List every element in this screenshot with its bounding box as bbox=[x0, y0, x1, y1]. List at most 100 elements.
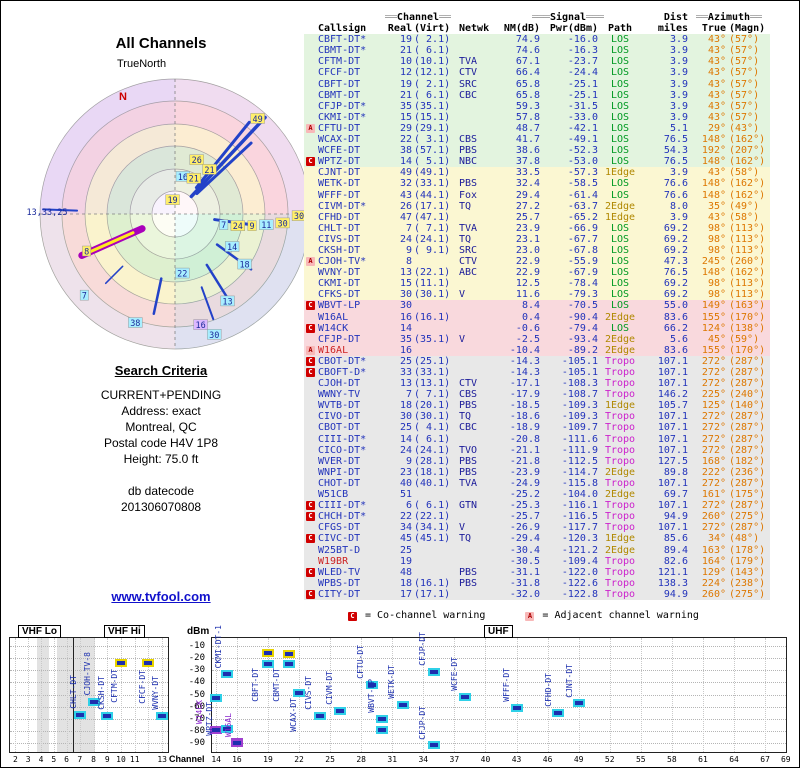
azimuth-magnetic: (275°) bbox=[729, 511, 766, 523]
tvfool-link[interactable]: www.tvfool.com bbox=[111, 589, 211, 604]
callsign: WBVT-LP bbox=[318, 300, 361, 312]
chart-callsign-label: CJNT-DT bbox=[565, 664, 574, 698]
table-row: WCFE-DT 38 (57.1) PBS 38.6 -52.3 LOS 54.3 192° (2… bbox=[304, 145, 770, 157]
real-channel: 30 bbox=[399, 300, 412, 312]
y-tick-label: -80 bbox=[188, 725, 205, 736]
virtual-channel: (16.1) bbox=[414, 311, 451, 323]
noise-margin-db: 38.6 bbox=[515, 145, 540, 157]
table-row: WCAX-DT 22( 3.1) CBS 41.7 -49.1 LOS 76.5 148° (1… bbox=[304, 134, 770, 146]
distance-miles: 69.2 bbox=[663, 289, 688, 301]
azimuth-magnetic: (57°) bbox=[729, 56, 760, 68]
network: V bbox=[459, 289, 466, 301]
warning-marker-cell bbox=[304, 445, 318, 456]
virtual-channel bbox=[412, 256, 454, 267]
azimuth-true: 272° bbox=[701, 500, 726, 512]
power-dbm: -57.3 bbox=[567, 167, 598, 179]
callsign: CFJP-DT* bbox=[318, 100, 367, 112]
grid-line-vertical bbox=[392, 638, 394, 752]
noise-margin-db: -25.7 bbox=[509, 511, 540, 523]
power-dbm: -16.3 bbox=[567, 45, 598, 57]
table-row: CFTM-DT 10 (10.1) TVA 67.1 -23.7 LOS 3.9 43° (57°… bbox=[304, 56, 770, 68]
power-dbm: -31.5 bbox=[567, 100, 598, 112]
distance-miles: 107.1 bbox=[657, 367, 688, 378]
virtual-channel: (18.1) bbox=[414, 466, 451, 478]
azimuth-magnetic: (162°) bbox=[729, 134, 766, 146]
virtual-channel: (13.1) bbox=[414, 378, 451, 390]
distance-miles: 76.5 bbox=[663, 267, 688, 279]
azimuth-magnetic: (113°) bbox=[729, 278, 766, 290]
co-channel-warning-icon: C bbox=[306, 567, 315, 577]
azimuth-true: 272° bbox=[701, 378, 726, 390]
azimuth-true: 192° bbox=[701, 145, 726, 157]
network: Fox bbox=[459, 189, 478, 201]
radar-channel-chip bbox=[219, 219, 229, 230]
radar-channel-chip bbox=[165, 194, 180, 205]
virtual-channel: (49.1) bbox=[414, 167, 451, 179]
warning-marker-cell bbox=[304, 79, 318, 90]
table-row: CKMI-DT 15 (11.1) 12.5 -78.4 LOS 69.2 98° (113°) bbox=[304, 278, 770, 290]
table-row: C W14CK 14 -0.6 -79.4 LOS 66.2 124° (138°) bbox=[304, 322, 770, 334]
table-row: CKMI-DT* 15 (15.1) 57.8 -33.0 LOS 3.9 43° (57°) bbox=[304, 111, 770, 123]
real-channel: 17 bbox=[399, 588, 412, 600]
network bbox=[454, 101, 494, 112]
azimuth-magnetic: (170°) bbox=[729, 344, 766, 356]
adjacent-channel-legend-text: = Adjacent channel warning bbox=[542, 610, 699, 621]
chart-callsign-label: CBFT-DT bbox=[251, 668, 260, 702]
azimuth-magnetic: (58°) bbox=[729, 211, 760, 223]
signal-marker bbox=[101, 712, 114, 721]
radar-signal-line bbox=[189, 115, 267, 199]
real-channel: 12 bbox=[399, 67, 412, 79]
warning-marker-cell bbox=[304, 478, 318, 489]
distance-miles: 69.2 bbox=[663, 278, 688, 290]
table-row: C WLED-TV 48 PBS -31.1 -122.0 Tropo 121.1 129° (1… bbox=[304, 566, 770, 578]
warning-marker-cell bbox=[304, 456, 318, 467]
distance-miles: 83.6 bbox=[663, 311, 688, 323]
grid-line-vertical bbox=[640, 638, 642, 752]
network: CTV bbox=[459, 256, 478, 268]
grid-line-vertical bbox=[28, 638, 30, 752]
power-dbm: -111.6 bbox=[561, 433, 598, 445]
virtual-channel: (44.1) bbox=[414, 189, 451, 201]
power-dbm: -112.5 bbox=[561, 455, 598, 467]
real-channel: 25 bbox=[399, 355, 412, 367]
network: PBS bbox=[459, 566, 478, 578]
azimuth-magnetic: (57°) bbox=[729, 89, 760, 101]
virtual-channel: (35.1) bbox=[414, 333, 451, 345]
co-channel-warning-icon: C bbox=[306, 301, 315, 311]
signal-marker bbox=[293, 689, 306, 698]
callsign: CFGS-DT bbox=[318, 522, 361, 534]
azimuth-magnetic: (113°) bbox=[729, 222, 766, 234]
distance-miles: 83.6 bbox=[663, 344, 688, 356]
power-dbm: -121.2 bbox=[561, 544, 598, 556]
x-tick-label: 55 bbox=[635, 755, 646, 764]
chart-callsign-label: CJOH-TV-8 bbox=[83, 651, 92, 695]
header-bars: ══ bbox=[439, 12, 452, 23]
x-tick-label: 5 bbox=[51, 755, 57, 764]
noise-margin-db: -21.1 bbox=[509, 444, 540, 456]
distance-miles: 47.3 bbox=[663, 256, 688, 268]
grid-line-vertical bbox=[765, 638, 767, 752]
warning-marker-cell bbox=[304, 45, 318, 56]
radar-signal-line bbox=[200, 286, 215, 321]
noise-margin-db: -31.8 bbox=[509, 577, 540, 589]
network bbox=[454, 545, 494, 556]
table-row: CBMT-DT 21( 6.1) CBC 65.8 -25.1 LOS 3.9 43° (57°… bbox=[304, 89, 770, 101]
table-row: CFJP-DT* 35 (35.1) 59.3 -31.5 LOS 3.9 43° (57°) bbox=[304, 100, 770, 112]
col-header-magn: (Magn) bbox=[729, 23, 766, 35]
noise-margin-db: 23.0 bbox=[515, 244, 540, 256]
virtual-channel: (20.1) bbox=[414, 400, 451, 412]
x-tick-label: 37 bbox=[449, 755, 460, 764]
grid-line-vertical bbox=[148, 638, 150, 752]
callsign: W51CB bbox=[318, 489, 349, 501]
header-bars: ══ bbox=[750, 12, 763, 23]
signal-marker bbox=[427, 741, 440, 749]
distance-miles: 107.1 bbox=[657, 433, 688, 445]
warning-marker-cell: A bbox=[304, 256, 318, 267]
network bbox=[454, 556, 494, 567]
virtual-channel: (10.1) bbox=[414, 56, 451, 68]
distance-miles: 3.9 bbox=[669, 100, 688, 112]
virtual-channel: (17.1) bbox=[414, 588, 451, 600]
table-row: CFJP-DT 35 (35.1) V -2.5 -93.4 2Edge 5.6 45° (59°… bbox=[304, 333, 770, 345]
azimuth-true: 168° bbox=[701, 455, 726, 467]
noise-margin-db: -29.4 bbox=[509, 533, 540, 545]
